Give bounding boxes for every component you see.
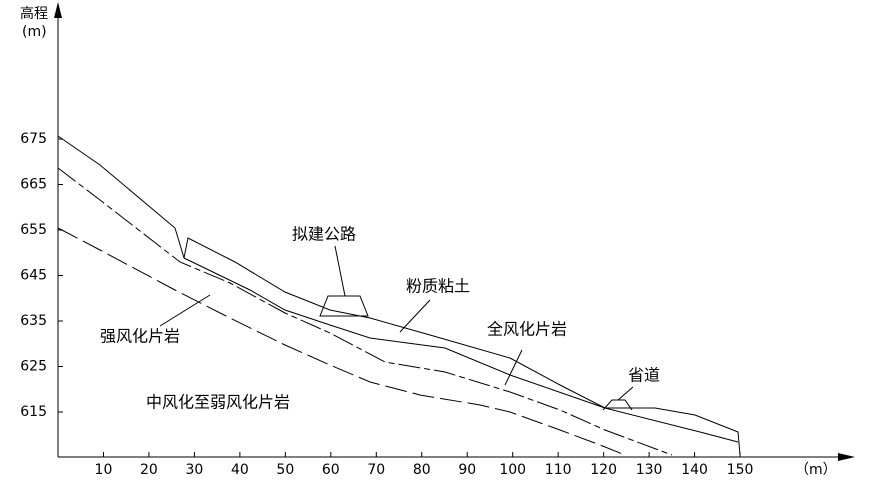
y-tick-label: 615 <box>20 404 47 420</box>
x-tick-label: 80 <box>413 462 431 478</box>
y-tick-label: 645 <box>20 268 47 284</box>
x-tick-label: 20 <box>140 462 158 478</box>
ground-surface <box>57 135 741 456</box>
annotation: 强风化片岩 <box>100 327 180 346</box>
leader <box>399 299 431 333</box>
y-unit: (m) <box>22 24 47 40</box>
x-unit: （m） <box>795 462 837 478</box>
y-tick-label: 635 <box>20 313 47 329</box>
leader <box>617 386 634 401</box>
fully-weathered-boundary <box>57 167 673 456</box>
leader <box>504 349 523 386</box>
y-tick-label: 675 <box>20 131 47 147</box>
y-arrow <box>54 2 62 18</box>
y-label: 高程 <box>20 5 48 22</box>
x-tick-label: 90 <box>458 462 476 478</box>
x-tick-label: 130 <box>636 462 663 478</box>
annotation: 拟建公路 <box>292 225 356 244</box>
x-tick-label: 100 <box>499 462 526 478</box>
x-tick-label: 10 <box>95 462 113 478</box>
road-planned <box>319 295 369 317</box>
x-tick-label: 140 <box>681 462 708 478</box>
strongly-weathered-boundary <box>57 227 626 456</box>
y-tick-label: 625 <box>20 359 47 375</box>
x-tick-label: 30 <box>185 462 203 478</box>
clay-boundary <box>183 257 739 443</box>
x-tick-label: 60 <box>322 462 340 478</box>
leader <box>159 294 211 327</box>
x-tick-label: 150 <box>727 462 754 478</box>
x-tick-label: 110 <box>545 462 572 478</box>
annotation: 粉质粘土 <box>406 277 470 296</box>
annotation: 全风化片岩 <box>487 320 567 339</box>
x-tick-label: 40 <box>231 462 249 478</box>
x-tick-label: 120 <box>590 462 617 478</box>
x-arrow <box>838 453 855 461</box>
x-tick-label: 50 <box>276 462 294 478</box>
y-tick-label: 655 <box>20 222 47 238</box>
y-tick-label: 665 <box>20 177 47 193</box>
x-tick-label: 70 <box>367 462 385 478</box>
annotation: 省道 <box>628 366 660 385</box>
leader <box>334 245 346 297</box>
annotation: 中风化至弱风化片岩 <box>146 393 290 412</box>
